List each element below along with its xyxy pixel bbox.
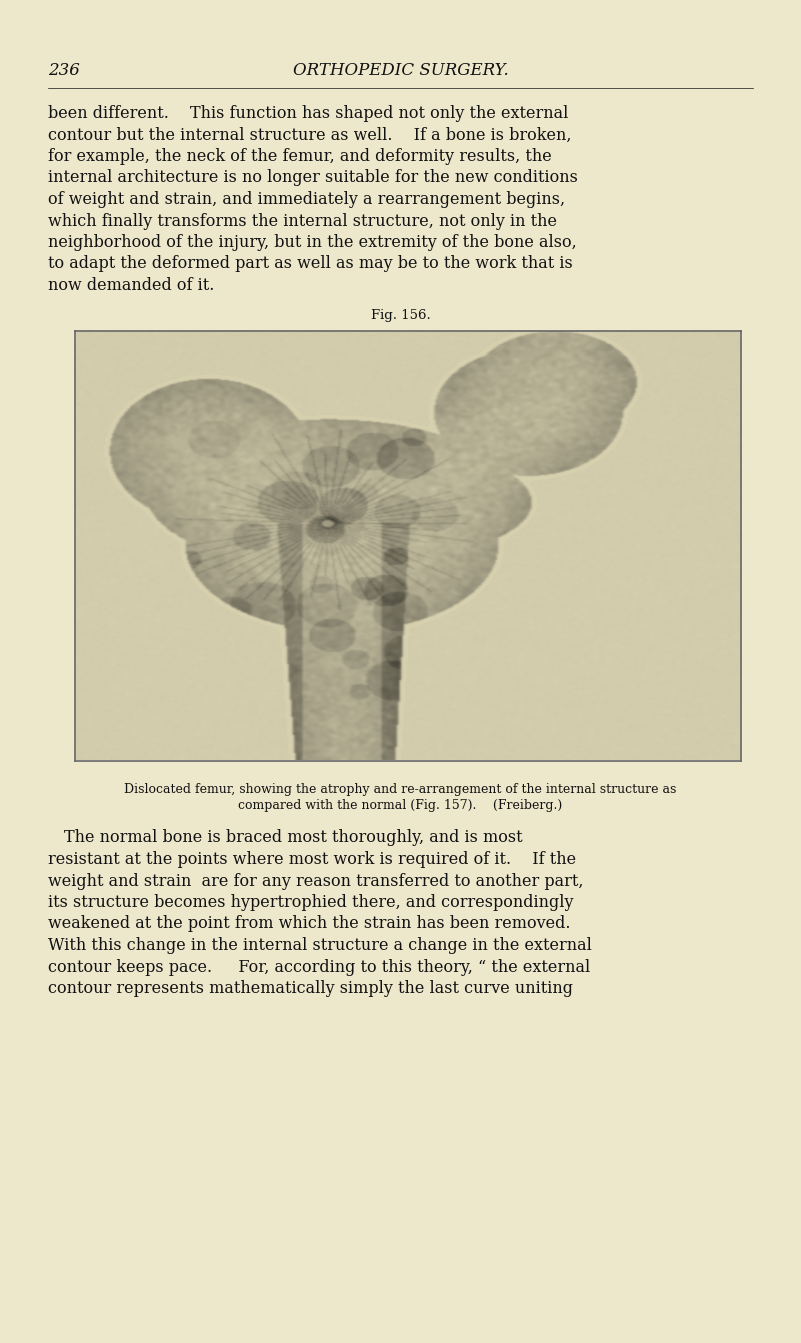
Text: 236: 236 — [48, 62, 80, 79]
Text: contour represents mathematically simply the last curve uniting: contour represents mathematically simply… — [48, 980, 573, 997]
Text: contour but the internal structure as well.  If a bone is broken,: contour but the internal structure as we… — [48, 126, 571, 144]
Text: for example, the neck of the femur, and deformity results, the: for example, the neck of the femur, and … — [48, 148, 552, 165]
Text: weight and strain  are for any reason transferred to another part,: weight and strain are for any reason tra… — [48, 873, 583, 889]
Text: The normal bone is braced most thoroughly, and is most: The normal bone is braced most thoroughl… — [48, 830, 522, 846]
Text: to adapt the deformed part as well as may be to the work that is: to adapt the deformed part as well as ma… — [48, 255, 573, 273]
Text: weakened at the point from which the strain has been removed.: weakened at the point from which the str… — [48, 916, 570, 932]
Text: of weight and strain, and immediately a rearrangement begins,: of weight and strain, and immediately a … — [48, 191, 566, 208]
Text: resistant at the points where most work is required of it.  If the: resistant at the points where most work … — [48, 851, 576, 868]
Text: internal architecture is no longer suitable for the new conditions: internal architecture is no longer suita… — [48, 169, 578, 187]
Text: been different.  This function has shaped not only the external: been different. This function has shaped… — [48, 105, 569, 122]
Text: now demanded of it.: now demanded of it. — [48, 277, 215, 294]
Text: ORTHOPEDIC SURGERY.: ORTHOPEDIC SURGERY. — [292, 62, 509, 79]
Text: which finally transforms the internal structure, not only in the: which finally transforms the internal st… — [48, 212, 557, 230]
Text: Fig. 156.: Fig. 156. — [371, 309, 430, 321]
Text: neighborhood of the injury, but in the extremity of the bone also,: neighborhood of the injury, but in the e… — [48, 234, 577, 251]
Text: With this change in the internal structure a change in the external: With this change in the internal structu… — [48, 937, 592, 954]
Text: contour keeps pace.   For, according to this theory, “ the external: contour keeps pace. For, according to th… — [48, 959, 590, 975]
Text: its structure becomes hypertrophied there, and correspondingly: its structure becomes hypertrophied ther… — [48, 894, 574, 911]
Text: Dislocated femur, showing the atrophy and re-arrangement of the internal structu: Dislocated femur, showing the atrophy an… — [124, 783, 677, 795]
Text: compared with the normal (Fig. 157).  (Freiberg.): compared with the normal (Fig. 157). (Fr… — [239, 799, 562, 813]
